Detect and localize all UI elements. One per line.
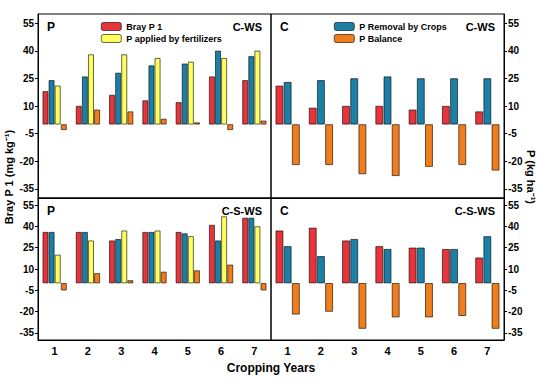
- svg-text:55: 55: [508, 18, 520, 29]
- svg-text:1: 1: [285, 345, 291, 357]
- svg-text:5: 5: [185, 345, 191, 357]
- svg-text:-5: -5: [508, 128, 517, 139]
- svg-text:55: 55: [23, 18, 35, 29]
- svg-text:3: 3: [118, 345, 124, 357]
- svg-text:Bray P 1 (mg kg⁻¹): Bray P 1 (mg kg⁻¹): [3, 130, 15, 225]
- svg-text:-35: -35: [508, 183, 523, 194]
- svg-text:P applied by fertilizers: P applied by fertilizers: [126, 34, 221, 44]
- svg-text:40: 40: [508, 45, 520, 56]
- svg-text:-5: -5: [25, 128, 34, 139]
- svg-text:10: 10: [508, 101, 520, 112]
- svg-text:7: 7: [251, 345, 257, 357]
- svg-text:-5: -5: [508, 285, 517, 296]
- svg-text:Bray P 1: Bray P 1: [126, 22, 162, 32]
- svg-text:C-WS: C-WS: [466, 21, 495, 33]
- svg-text:C-S-WS: C-S-WS: [222, 205, 262, 217]
- svg-text:25: 25: [23, 73, 35, 84]
- svg-text:-20: -20: [20, 306, 35, 317]
- svg-text:4: 4: [384, 345, 391, 357]
- svg-text:25: 25: [508, 242, 520, 253]
- svg-text:25: 25: [23, 242, 35, 253]
- svg-text:5: 5: [418, 345, 424, 357]
- svg-text:C: C: [280, 204, 289, 218]
- svg-text:C-WS: C-WS: [233, 21, 262, 33]
- svg-text:P: P: [47, 20, 55, 34]
- svg-text:P: P: [47, 204, 55, 218]
- svg-text:Cropping Years: Cropping Years: [227, 361, 316, 375]
- svg-text:C: C: [280, 20, 289, 34]
- svg-text:C-S-WS: C-S-WS: [455, 205, 495, 217]
- svg-text:-20: -20: [508, 156, 523, 167]
- svg-text:1: 1: [52, 345, 58, 357]
- svg-text:-5: -5: [25, 285, 34, 296]
- svg-text:3: 3: [351, 345, 357, 357]
- svg-text:-35: -35: [20, 183, 35, 194]
- svg-text:-35: -35: [20, 327, 35, 338]
- svg-text:40: 40: [23, 45, 35, 56]
- svg-text:6: 6: [451, 345, 457, 357]
- svg-text:-20: -20: [20, 156, 35, 167]
- svg-text:2: 2: [85, 345, 91, 357]
- svg-text:10: 10: [23, 101, 35, 112]
- svg-text:4: 4: [151, 345, 158, 357]
- svg-text:55: 55: [508, 200, 520, 211]
- svg-text:P Balance: P Balance: [359, 34, 402, 44]
- svg-text:10: 10: [508, 264, 520, 275]
- svg-text:10: 10: [23, 264, 35, 275]
- svg-text:6: 6: [218, 345, 224, 357]
- svg-text:40: 40: [508, 221, 520, 232]
- svg-text:-35: -35: [508, 327, 523, 338]
- svg-text:P Removal by Crops: P Removal by Crops: [359, 22, 446, 32]
- svg-text:40: 40: [23, 221, 35, 232]
- svg-text:55: 55: [23, 200, 35, 211]
- svg-text:2: 2: [318, 345, 324, 357]
- svg-text:25: 25: [508, 73, 520, 84]
- svg-text:7: 7: [484, 345, 490, 357]
- svg-text:P (kg ha⁻¹): P (kg ha⁻¹): [525, 150, 537, 204]
- svg-text:-20: -20: [508, 306, 523, 317]
